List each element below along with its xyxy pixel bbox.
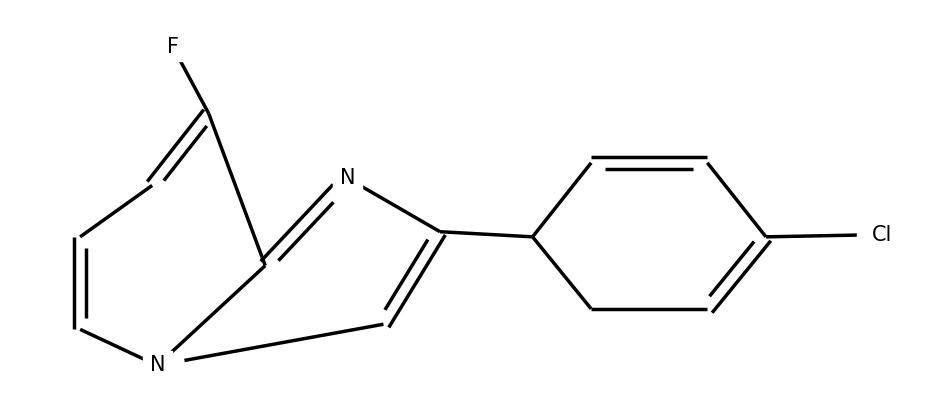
Bar (143, 351, 172, 380)
Text: N: N (149, 356, 165, 375)
Bar (333, 164, 362, 193)
Text: Cl: Cl (872, 225, 892, 245)
Text: N: N (340, 168, 355, 188)
Text: F: F (167, 37, 179, 56)
Bar (857, 220, 886, 250)
Bar (158, 32, 188, 61)
